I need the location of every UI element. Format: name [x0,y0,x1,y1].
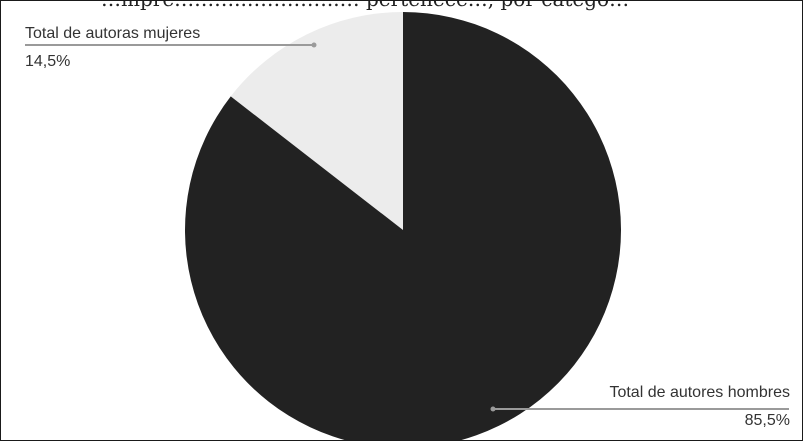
pie-root [25,12,789,440]
header-cutoff-caption: …mpre………..…………..… pertenece…, por catego… [101,1,629,11]
women-annotation: Total de autoras mujeres 14,5% [25,26,200,82]
men-annotation: Total de autores hombres 85,5% [609,384,790,440]
header-cutoff-strip: …mpre………..…………..… pertenece…, por catego… [1,1,802,13]
women-leader-dot [311,42,317,48]
men-value-label: 85,5% [744,412,790,429]
men-leader-dot [490,406,496,412]
slice-men [185,12,621,440]
women-category-label: Total de autoras mujeres [25,25,201,42]
men-category-label: Total de autores hombres [609,384,790,401]
slice-women [230,12,403,230]
women-value-label: 14,5% [25,53,71,70]
